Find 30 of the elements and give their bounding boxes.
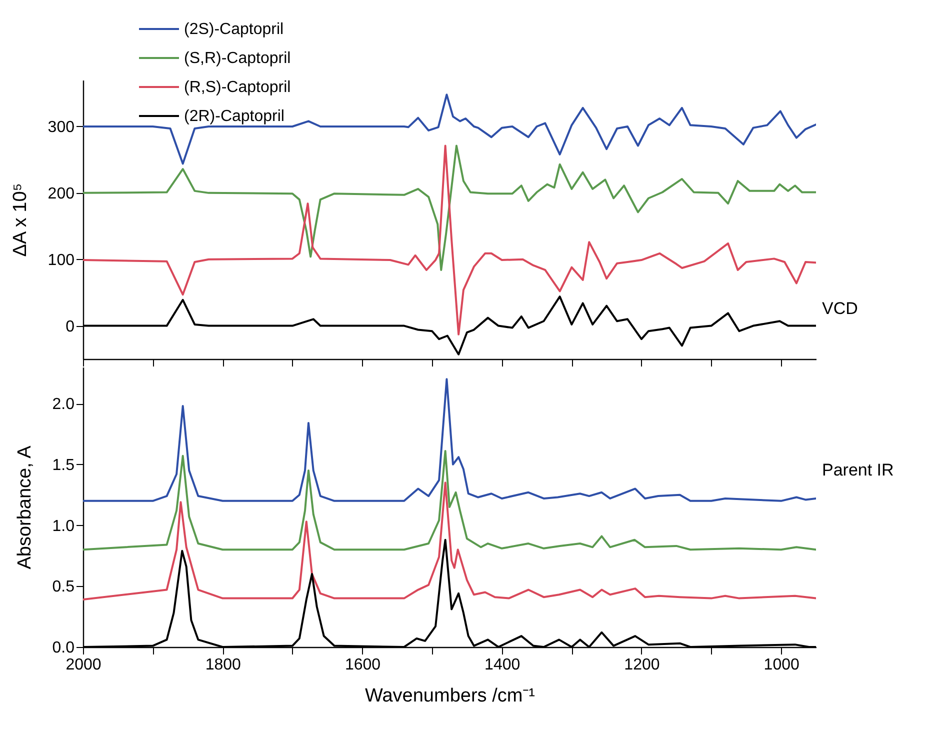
y-tick-label: 300	[48, 119, 75, 136]
legend-label: (R,S)-Captopril	[184, 79, 291, 96]
line-series	[83, 144, 816, 271]
x-tick-label: 2000	[66, 656, 102, 674]
y-tick-label: 1.0	[52, 518, 75, 535]
y-tick-label: 2.0	[52, 396, 75, 414]
y-axis-title: Absorbance, A	[14, 445, 36, 570]
legend-label: (2S)-Captopril	[184, 21, 284, 38]
x-tick-label: 1600	[344, 656, 381, 674]
text: Parent IR	[822, 460, 894, 480]
line-series	[83, 94, 816, 165]
y-axis-title: ΔA x 10⁵	[10, 183, 31, 257]
y-tick-label: 0.0	[52, 640, 75, 656]
y-tick-label: 0	[66, 318, 75, 336]
line-series	[83, 450, 816, 551]
legend-label: (2R)-Captopril	[184, 108, 284, 125]
y-tick-label: 100	[48, 252, 75, 269]
x-tick-label: 1800	[205, 656, 242, 674]
y-tick-label: 200	[48, 185, 75, 202]
legend-label: (S,R)-Captopril	[184, 50, 291, 67]
text: VCD	[822, 298, 858, 318]
y-tick-label: 1.5	[52, 456, 75, 474]
y-tick-label: 0.5	[52, 578, 75, 596]
line-series	[83, 144, 816, 336]
x-tick-label: 1000	[764, 656, 800, 674]
x-axis-title: Wavenumbers /cm⁻¹	[365, 686, 535, 706]
x-tick-label: 1400	[484, 656, 520, 674]
line-series	[83, 378, 816, 502]
x-tick-label: 1200	[624, 656, 660, 674]
line-series	[83, 482, 816, 601]
